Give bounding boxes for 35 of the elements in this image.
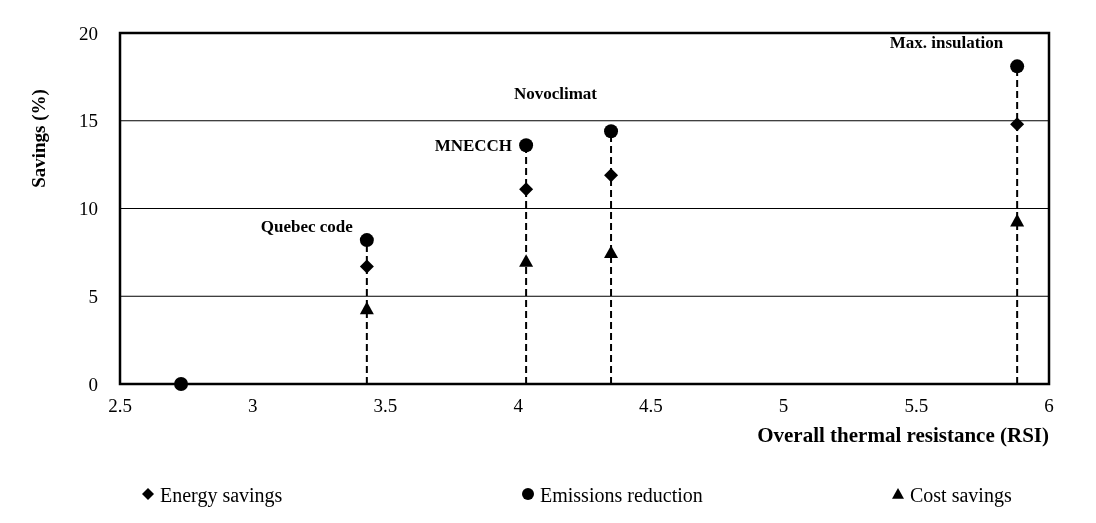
y-tick-label: 5 <box>88 285 98 307</box>
point <box>1010 117 1025 132</box>
annotation: MNECCH <box>434 136 513 156</box>
y-tick-label: 0 <box>88 373 98 395</box>
annotation: Novoclimat <box>513 84 598 104</box>
annotation: Quebec code <box>260 217 354 237</box>
point <box>604 168 619 183</box>
x-tick-label: 5.5 <box>904 395 929 416</box>
point <box>1010 59 1025 74</box>
x-tick-label: 6 <box>1044 395 1054 416</box>
point <box>604 245 619 258</box>
x-tick-label: 2.5 <box>108 395 132 416</box>
annotation: Max. insulation <box>889 33 1004 53</box>
point <box>359 259 374 274</box>
point <box>519 138 534 153</box>
x-axis-title: Overall thermal resistance (RSI) <box>757 423 1050 447</box>
point <box>519 182 534 197</box>
y-tick-label: 20 <box>79 22 98 44</box>
point <box>359 233 374 248</box>
x-tick-label: 4.5 <box>638 395 663 416</box>
legend-label: Cost savings <box>910 484 1012 507</box>
x-tick-label: 4 <box>513 395 524 416</box>
x-tick-label: 3 <box>247 395 258 416</box>
x-tick-label: 5 <box>778 395 789 416</box>
legend-label: Emissions reduction <box>540 484 703 506</box>
point <box>174 377 189 391</box>
point <box>1010 213 1025 227</box>
point <box>604 124 619 139</box>
y-tick-label: 15 <box>79 110 98 132</box>
y-tick-label: 10 <box>79 198 98 220</box>
x-tick-label: 3.5 <box>373 395 398 416</box>
point <box>519 254 534 267</box>
legend-label: Energy savings <box>160 484 283 507</box>
y-axis-title: Savings (%) <box>28 89 50 188</box>
point <box>359 301 374 315</box>
